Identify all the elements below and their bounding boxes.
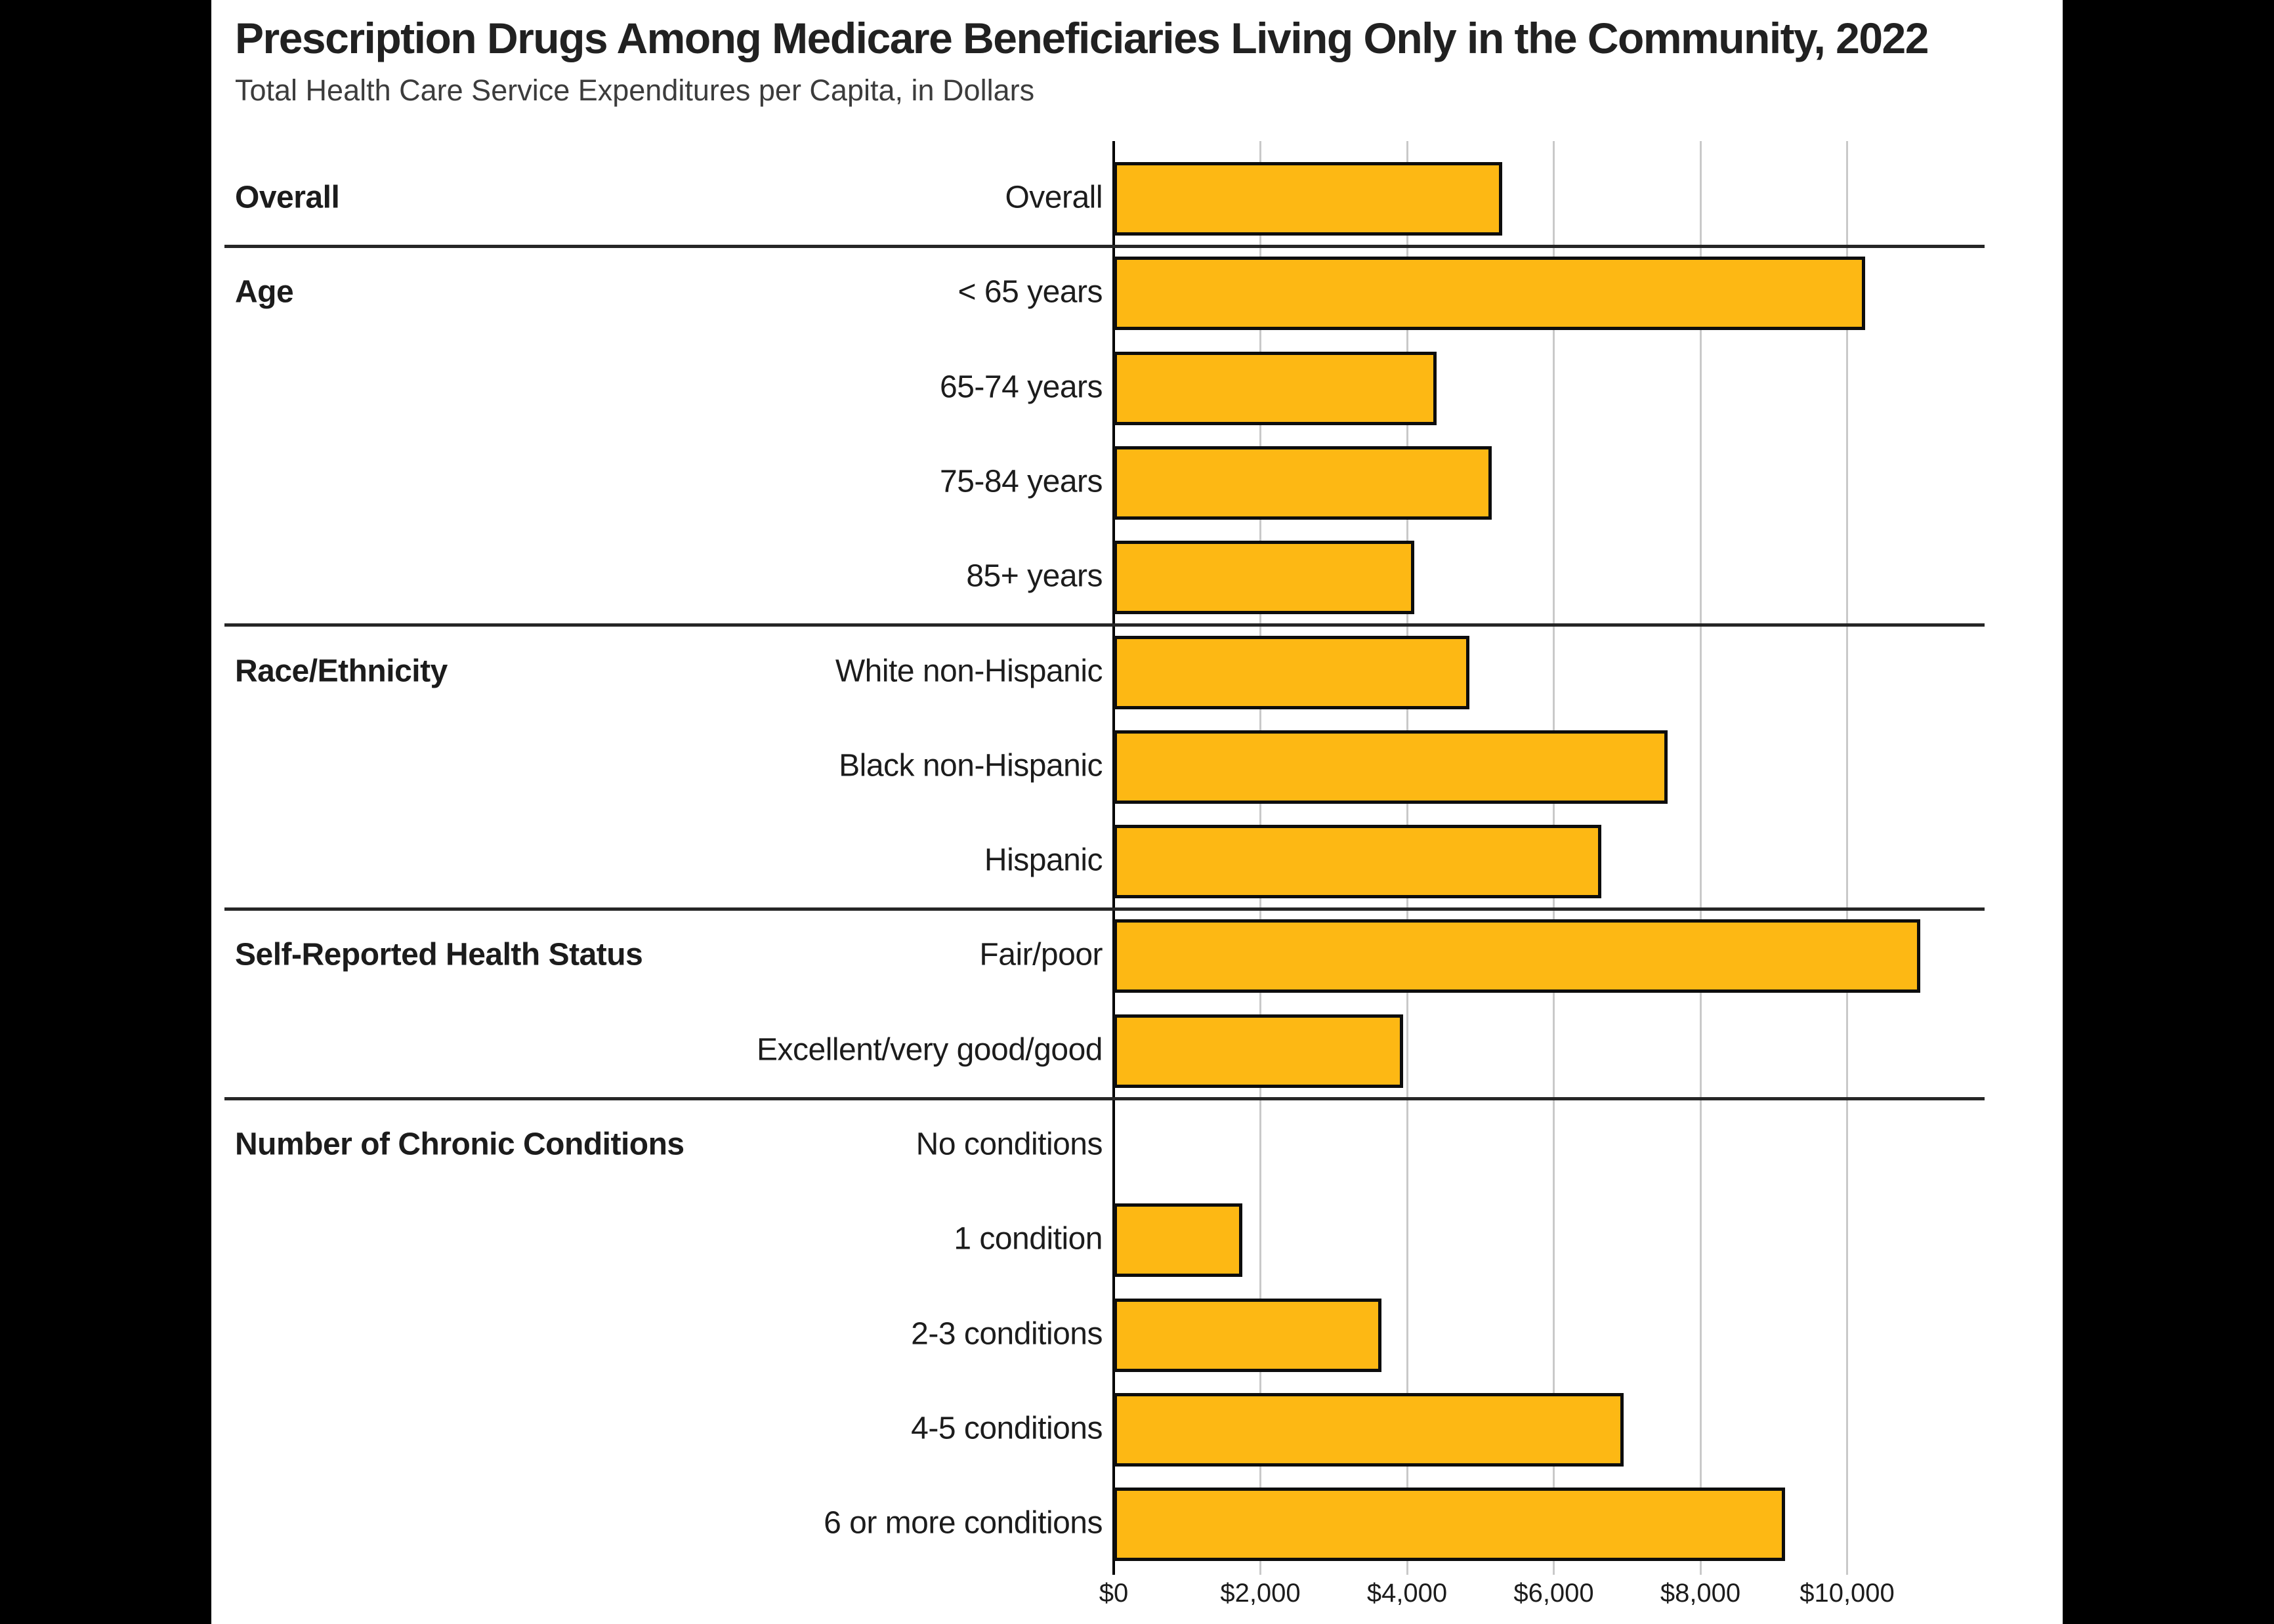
group-divider-line — [224, 245, 1985, 249]
bar — [1114, 919, 1920, 993]
group-label: Race/Ethnicity — [235, 653, 448, 688]
x-gridline — [1699, 141, 1702, 1575]
x-tick-label: $0 — [1099, 1579, 1129, 1608]
bar — [1114, 635, 1469, 709]
x-tick-label: $4,000 — [1366, 1579, 1448, 1608]
group-label: Overall — [235, 180, 340, 215]
x-tick-label: $10,000 — [1800, 1579, 1895, 1608]
bar — [1114, 257, 1865, 331]
row-label: Overall — [1005, 180, 1103, 215]
bar — [1114, 162, 1502, 236]
row-label: 75-84 years — [940, 464, 1103, 499]
group-label: Number of Chronic Conditions — [235, 1127, 684, 1162]
chart-subtitle: Total Health Care Service Expenditures p… — [235, 73, 1035, 107]
bar — [1114, 1298, 1381, 1372]
row-label: Fair/poor — [979, 937, 1103, 972]
group-divider-line — [224, 1096, 1985, 1100]
bar — [1114, 825, 1601, 899]
x-tick-label: $6,000 — [1513, 1579, 1594, 1608]
row-label: 1 condition — [954, 1221, 1103, 1257]
x-gridline — [1846, 141, 1848, 1575]
x-tick-label: $8,000 — [1660, 1579, 1741, 1608]
row-label: White non-Hispanic — [835, 653, 1103, 688]
chart-canvas: Prescription Drugs Among Medicare Benefi… — [211, 0, 2063, 1624]
bar — [1114, 1203, 1242, 1278]
group-divider-line — [224, 907, 1985, 911]
bar — [1114, 1488, 1785, 1562]
bar — [1114, 1014, 1403, 1088]
row-label: 65-74 years — [940, 369, 1103, 404]
row-label: Hispanic — [984, 843, 1103, 878]
row-label: 6 or more conditions — [824, 1505, 1103, 1541]
bar — [1114, 1392, 1624, 1467]
group-divider-line — [224, 623, 1985, 627]
row-label: 2-3 conditions — [911, 1316, 1103, 1351]
bar — [1114, 730, 1668, 804]
bar — [1114, 541, 1414, 615]
bar — [1114, 351, 1437, 425]
row-label: 4-5 conditions — [911, 1411, 1103, 1446]
plot-area: $0 $2,000 $4,000 $6,000 $8,000 $10,000 Overall… — [211, 0, 2063, 1624]
row-label: < 65 years — [958, 274, 1103, 310]
group-label: Age — [235, 274, 294, 310]
bar — [1114, 446, 1492, 520]
group-label: Self-Reported Health Status — [235, 937, 643, 972]
row-label: Black non-Hispanic — [839, 748, 1103, 783]
row-label: No conditions — [916, 1127, 1103, 1162]
row-label: Excellent/very good/good — [756, 1031, 1103, 1067]
row-label: 85+ years — [966, 558, 1103, 594]
chart-title: Prescription Drugs Among Medicare Benefi… — [235, 14, 1929, 62]
x-tick-label: $2,000 — [1220, 1579, 1301, 1608]
